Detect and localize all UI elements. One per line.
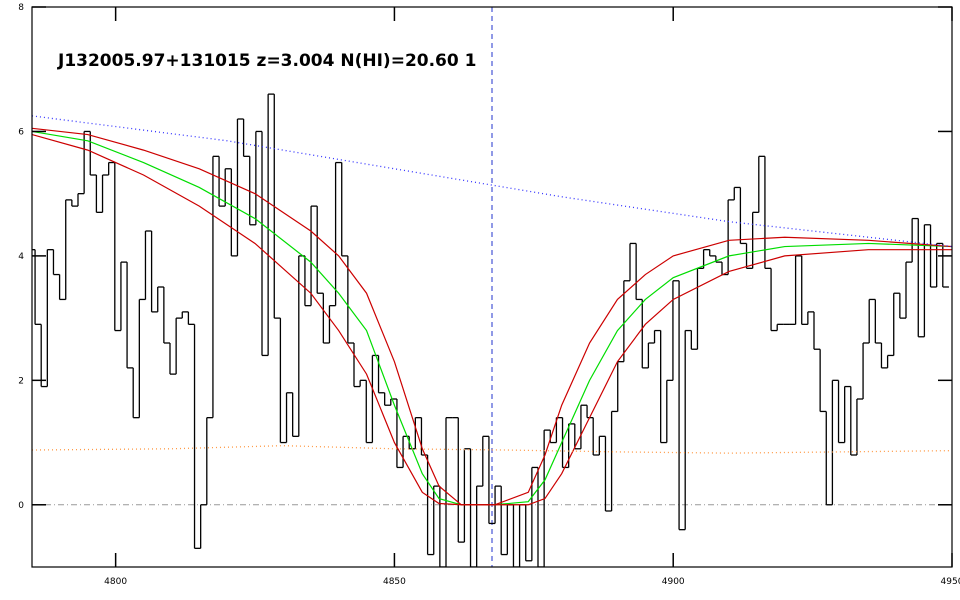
y-tick-label: 6 xyxy=(18,127,24,137)
y-tick-label: 0 xyxy=(18,501,24,511)
x-tick-label: 4850 xyxy=(383,577,406,587)
step-riser xyxy=(34,94,944,567)
y-tick-label: 8 xyxy=(18,3,24,13)
data-layer xyxy=(32,7,952,567)
x-tick-label: 4900 xyxy=(662,577,685,587)
plot-frame xyxy=(31,6,953,568)
x-tick-label: 4800 xyxy=(104,577,127,587)
dotted-curve xyxy=(32,445,952,454)
plot-area xyxy=(32,6,953,567)
y-tick-label: 2 xyxy=(18,376,24,386)
model-curve xyxy=(32,133,952,506)
chart-title: J132005.97+131015 z=3.004 N(HI)=20.60 1 xyxy=(57,51,476,71)
x-tick-label: 4950 xyxy=(941,577,960,587)
y-tick-label: 4 xyxy=(18,252,24,262)
